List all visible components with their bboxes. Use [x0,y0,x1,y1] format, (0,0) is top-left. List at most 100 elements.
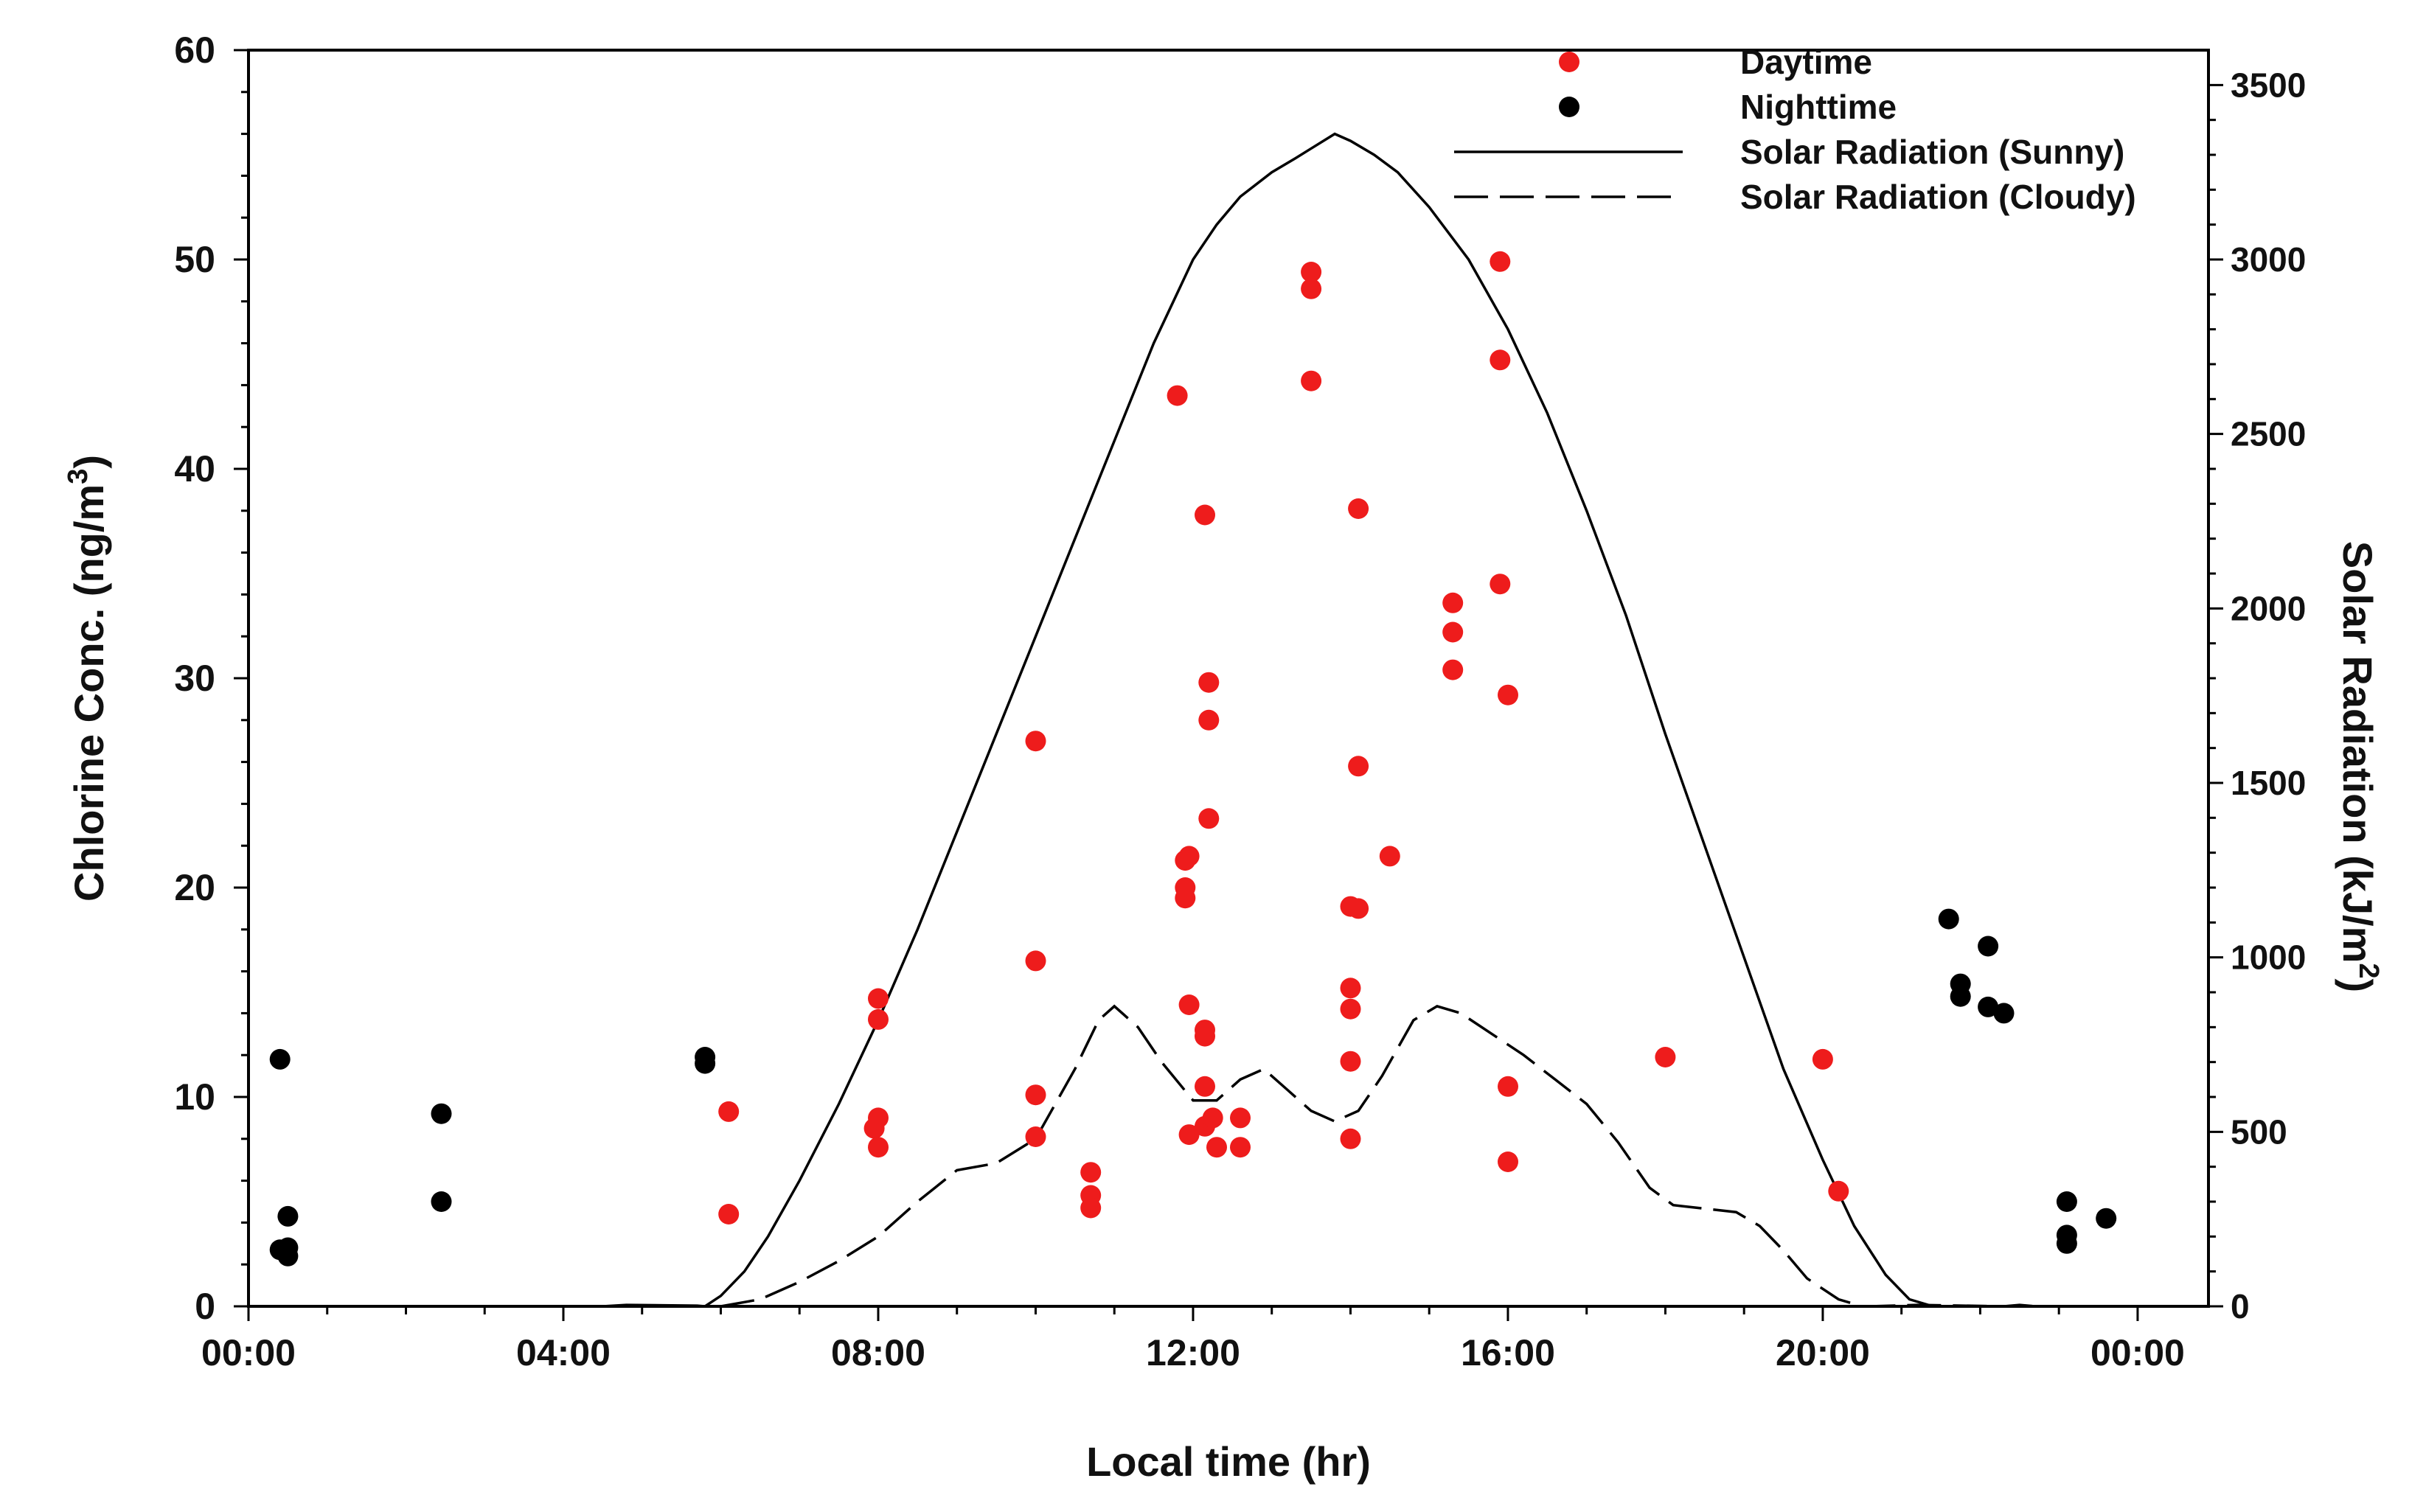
daytime-point [868,1008,889,1030]
daytime-point [1025,1126,1046,1147]
daytime-point [868,1137,889,1158]
y-tick-label: 30 [174,658,215,699]
nighttime-point [1938,908,1959,930]
y2-axis-title: Solar Radiation (kJ/m2) [2335,541,2384,992]
y-tick-label: 50 [174,239,215,280]
x-tick-label: 20:00 [1776,1332,1870,1373]
daytime-point [1080,1162,1102,1183]
x-tick-label: 00:00 [201,1332,296,1373]
nighttime-point [695,1053,716,1074]
lines-layer [602,132,2036,1308]
daytime-point [1025,731,1046,752]
daytime-point [1379,846,1400,867]
daytime-point [1490,349,1511,371]
y2-tick-label: 1500 [2231,764,2306,802]
y-axis-title-close: ) [66,455,112,469]
legend-label: Solar Radiation (Cloudy) [1740,178,2136,216]
daytime-point [1230,1137,1251,1158]
x-tick-label: 16:00 [1461,1332,1555,1373]
nighttime-point [2096,1208,2117,1229]
daytime-point [1178,846,1200,867]
y2-tick-label: 2500 [2231,415,2306,453]
nighttime-point [431,1103,452,1124]
daytime-point [1348,756,1369,777]
daytime-point [1175,888,1196,909]
daytime-point [1195,1025,1215,1047]
daytime-point [1080,1197,1102,1219]
daytime-point [1442,659,1464,680]
daytime-point [1178,1124,1200,1146]
nighttime-point [431,1191,452,1212]
daytime-point [1198,709,1220,731]
daytime-point [1167,385,1188,406]
y2-axis-title-sup: 2 [2353,963,2384,978]
daytime-point [1301,262,1322,282]
daytime-point [1498,1076,1518,1097]
daytime-point [1655,1047,1676,1067]
daytime-point [1828,1180,1849,1202]
daytime-point [1195,1076,1215,1097]
y2-tick-label: 1000 [2231,938,2306,977]
nighttime-point [1993,1003,2015,1024]
y2-tick-label: 3500 [2231,66,2306,104]
daytime-point [1498,684,1518,706]
y-tick-label: 60 [174,29,215,71]
daytime-point [1301,370,1322,391]
daytime-point [1301,278,1322,299]
nighttime-point [2056,1191,2077,1212]
daytime-point [1340,978,1361,999]
x-tick-label: 00:00 [2090,1332,2185,1373]
nighttime-point [269,1048,291,1070]
nighttime-point [1978,936,1999,957]
daytime-point [1195,504,1215,526]
y-tick-label: 20 [174,867,215,908]
x-tick-label: 08:00 [831,1332,925,1373]
y-tick-label: 10 [174,1076,215,1118]
nighttime-point [1950,986,1971,1007]
y-axis-title: Chlorine Conc. (ng/m3) [63,455,112,902]
legend-label: Daytime [1740,43,1872,81]
points-layer [269,251,2117,1267]
daytime-point [1340,1051,1361,1072]
daytime-point [1198,672,1220,693]
y2-tick-label: 0 [2231,1287,2250,1325]
y2-tick-label: 3000 [2231,240,2306,279]
daytime-point [1442,592,1464,613]
daytime-point [1025,950,1046,972]
daytime-point [1498,1152,1518,1172]
daytime-point [1490,574,1511,595]
series-line-cloudy [720,1004,2036,1308]
daytime-point [718,1204,740,1224]
y2-axis-title-main: Solar Radiation (kJ/m [2335,541,2381,964]
nighttime-point [2056,1233,2077,1254]
y2-tick-label: 500 [2231,1112,2287,1151]
series-line-sunny [602,132,1933,1308]
daytime-point [1348,498,1369,519]
y-tick-label: 40 [174,448,215,490]
daytime-point [1178,994,1200,1015]
nighttime-point [277,1245,299,1267]
legend-marker-daytime [1559,52,1579,72]
y-axis-title-main: Chlorine Conc. (ng/m [66,484,112,902]
daytime-point [1490,251,1511,272]
daytime-point [1206,1137,1227,1158]
legend: Daytime Nighttime Solar Radiation (Sunny) S… [1454,43,2136,216]
legend-label: Nighttime [1740,88,1897,126]
y-tick-label: 0 [195,1286,215,1327]
y2-tick-label: 2000 [2231,589,2306,627]
daytime-point [1340,998,1361,1020]
daytime-point [1025,1084,1046,1106]
daytime-point [1202,1107,1223,1129]
daytime-point [1348,898,1369,919]
daytime-point [718,1101,740,1122]
daytime-point [863,1118,885,1139]
nighttime-point [1978,996,1999,1017]
y2-axis-title-close: ) [2335,979,2381,993]
daytime-point [1198,808,1220,829]
daytime-point [1230,1107,1251,1129]
ticks-layer: 00:00 04:00 08:00 12:00 16:00 20:00 00:00 0 10 20… [174,29,2306,1373]
x-tick-label: 04:00 [516,1332,611,1373]
daytime-point [1812,1048,1833,1070]
